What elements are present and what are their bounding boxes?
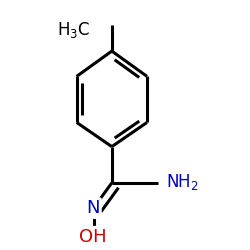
Text: OH: OH [79, 228, 107, 246]
Text: NH$_2$: NH$_2$ [166, 172, 198, 192]
Text: NH$_2$: NH$_2$ [166, 172, 198, 192]
Text: N: N [86, 199, 100, 217]
Text: H$_3$C: H$_3$C [57, 20, 90, 40]
Text: OH: OH [79, 228, 107, 246]
Text: N: N [86, 199, 100, 217]
Text: H$_3$C: H$_3$C [57, 20, 90, 40]
